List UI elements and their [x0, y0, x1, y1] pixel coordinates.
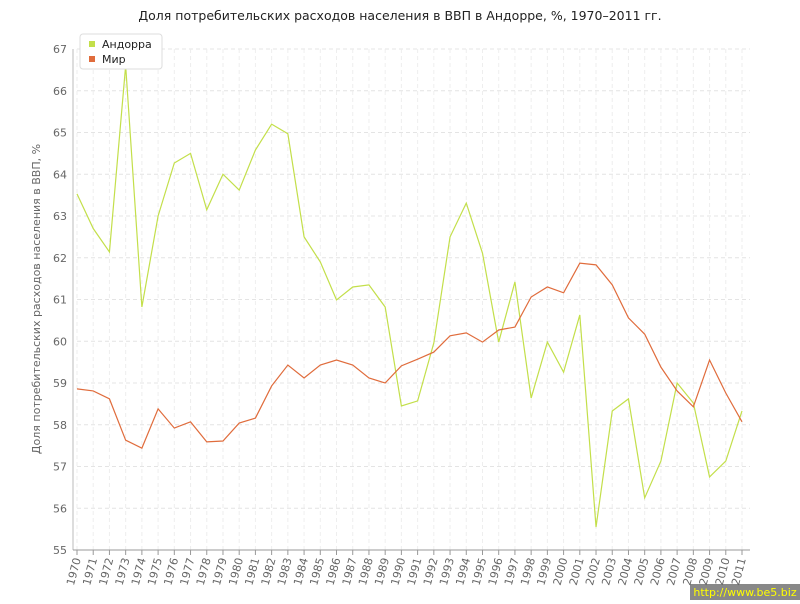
legend-swatch: [89, 56, 95, 62]
y-tick-label: 62: [53, 252, 67, 265]
series-line: [76, 262, 743, 449]
y-tick-label: 66: [53, 85, 67, 98]
y-tick-label: 60: [53, 335, 67, 348]
legend-label: Мир: [102, 53, 126, 66]
y-axis-label: Доля потребительских расходов населения …: [30, 144, 43, 454]
y-tick-label: 61: [53, 294, 67, 307]
y-tick-label: 65: [53, 127, 67, 140]
watermark: http://www.be5.biz: [693, 586, 796, 599]
chart-title: Доля потребительских расходов населения …: [138, 8, 661, 23]
y-tick-label: 63: [53, 210, 67, 223]
y-tick-label: 57: [53, 461, 67, 474]
y-tick-label: 55: [53, 544, 67, 557]
y-tick-label: 64: [53, 168, 67, 181]
y-tick-label: 67: [53, 43, 67, 56]
y-tick-label: 59: [53, 377, 67, 390]
series-line: [76, 65, 743, 528]
legend-box: [79, 33, 163, 70]
legend-label: Андорра: [102, 38, 152, 51]
watermark-bg: [690, 584, 800, 600]
y-tick-label: 58: [53, 419, 67, 432]
legend-swatch: [89, 41, 95, 47]
y-tick-label: 56: [53, 502, 67, 515]
legend: Андорра Мир: [79, 33, 163, 70]
